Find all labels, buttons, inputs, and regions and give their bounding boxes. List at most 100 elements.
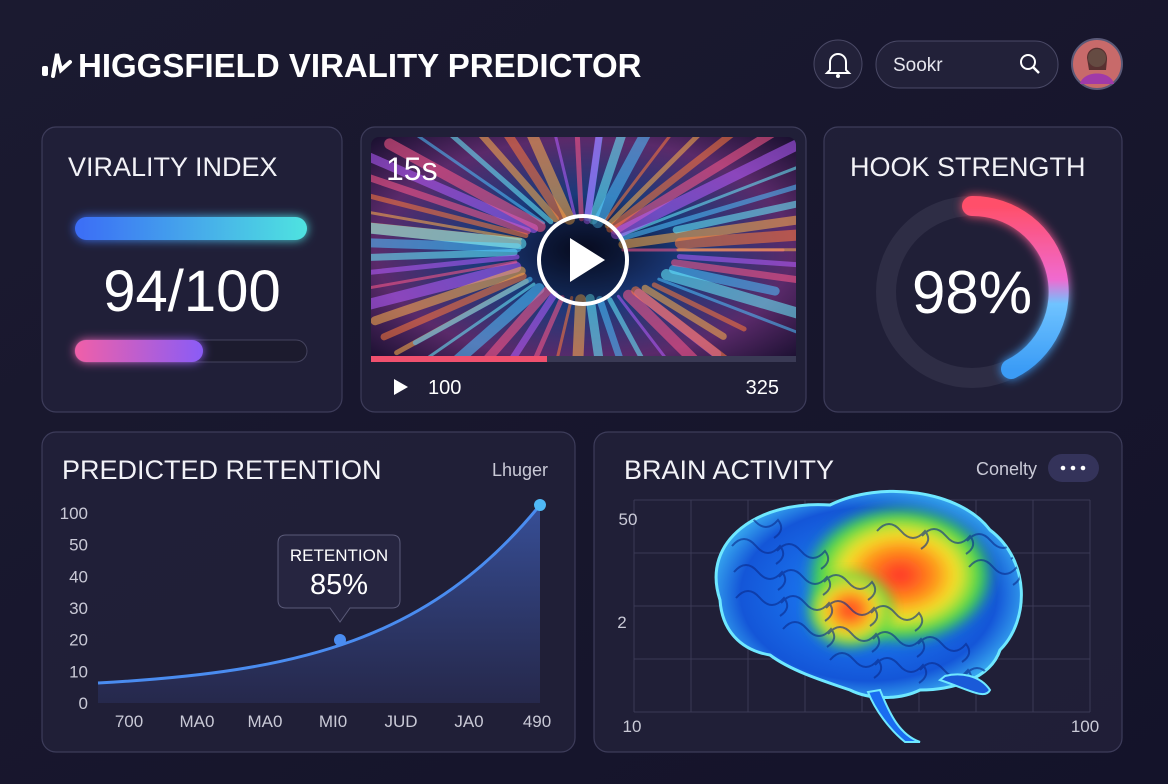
search-box[interactable]: Sookr xyxy=(875,40,1059,89)
light-streak xyxy=(585,293,606,362)
light-streak xyxy=(604,137,742,229)
light-streak xyxy=(618,200,796,249)
more-button[interactable] xyxy=(1048,454,1099,482)
light-streak xyxy=(588,137,647,225)
brain-fold xyxy=(872,631,926,658)
light-streak xyxy=(660,269,796,345)
light-streak xyxy=(657,277,796,359)
light-streak xyxy=(426,137,554,225)
y-tick-label: 100 xyxy=(60,504,88,523)
play-icon[interactable] xyxy=(394,379,408,395)
x-tick-label: 10 xyxy=(623,717,642,736)
retention-area xyxy=(98,505,540,703)
logo xyxy=(42,53,72,78)
light-streak xyxy=(506,137,575,225)
x-tick-label: MA0 xyxy=(180,712,215,731)
light-streak xyxy=(475,137,568,224)
x-tick-label: JUD xyxy=(384,712,417,731)
light-streak xyxy=(371,165,531,235)
y-tick-label: 0 xyxy=(79,694,88,713)
light-streak xyxy=(443,137,559,223)
ring-arc xyxy=(962,195,1069,379)
light-streak xyxy=(641,284,727,340)
light-streak xyxy=(651,282,747,332)
video-duration: 15s xyxy=(386,151,438,187)
card-title: HOOK STRENGTH xyxy=(850,152,1086,182)
light-streak xyxy=(610,137,796,235)
light-streak xyxy=(371,150,539,234)
hook-value: 98% xyxy=(912,259,1032,326)
light-streak xyxy=(674,222,796,249)
card-title: VIRALITY INDEX xyxy=(68,152,278,182)
light-streak xyxy=(371,254,520,278)
light-streak xyxy=(371,236,522,253)
search-text: Sookr xyxy=(893,55,943,76)
brain-fold xyxy=(731,538,785,565)
end-point xyxy=(534,499,546,511)
y-tick-label: 40 xyxy=(69,567,88,586)
light-streak xyxy=(384,138,546,233)
time-start: 100 xyxy=(428,377,461,399)
avatar[interactable] xyxy=(1071,38,1123,90)
light-streak xyxy=(571,137,584,222)
y-tick-label: 30 xyxy=(69,599,88,618)
light-streak xyxy=(371,219,527,250)
light-streak xyxy=(672,183,796,234)
light-streak xyxy=(676,254,796,276)
light-streak xyxy=(371,261,522,316)
brain-fold xyxy=(870,605,924,632)
brain-fold xyxy=(776,543,830,570)
light-streak xyxy=(671,259,796,298)
app-title: HIGGSFIELD VIRALITY PREDICTOR xyxy=(78,47,642,84)
light-streak xyxy=(550,296,574,362)
light-streak xyxy=(596,295,630,362)
brain-fold xyxy=(921,528,975,555)
brain-fold xyxy=(827,626,881,653)
x-tick-label: 490 xyxy=(523,712,551,731)
legend-label: Lhuger xyxy=(492,460,548,480)
highlight-point xyxy=(334,634,346,646)
light-streak xyxy=(371,203,523,241)
light-streak xyxy=(397,137,546,225)
light-streak xyxy=(474,285,553,362)
light-streak xyxy=(571,294,587,362)
brain-fold xyxy=(733,564,787,591)
brain-fold xyxy=(829,652,883,679)
light-streak xyxy=(668,264,780,296)
brain-fold xyxy=(876,523,930,550)
light-streak xyxy=(427,282,536,359)
tooltip xyxy=(277,534,401,623)
light-streak xyxy=(495,290,558,362)
x-tick-label: 700 xyxy=(115,712,143,731)
time-end: 325 xyxy=(746,377,779,399)
light-streak xyxy=(618,163,796,242)
light-streak xyxy=(583,137,610,225)
brain-fold xyxy=(917,636,971,663)
play-button[interactable] xyxy=(537,214,629,306)
light-streak xyxy=(371,260,518,294)
brain-fold xyxy=(780,595,834,622)
light-streak xyxy=(631,286,792,362)
light-streak xyxy=(371,266,526,326)
brain-fold xyxy=(823,574,877,601)
light-streak xyxy=(606,137,767,233)
brain-fold xyxy=(825,600,879,627)
light-streak xyxy=(380,272,527,341)
progress-track xyxy=(371,356,796,362)
brain-fold xyxy=(735,590,789,617)
light-streak xyxy=(616,294,670,362)
notification-button[interactable] xyxy=(813,39,863,89)
y-tick-label: 50 xyxy=(619,510,638,529)
index-bar xyxy=(75,217,307,240)
brain-fold xyxy=(874,657,928,684)
card-title: BRAIN ACTIVITY xyxy=(624,455,834,485)
light-streak xyxy=(619,143,796,237)
filter-label: Conelty xyxy=(976,459,1037,479)
brain-heatmap xyxy=(714,489,1023,743)
light-streak xyxy=(602,137,714,225)
tooltip-value: 85% xyxy=(310,569,368,601)
y-tick-label: 20 xyxy=(69,631,88,650)
brain-fold xyxy=(782,621,836,648)
